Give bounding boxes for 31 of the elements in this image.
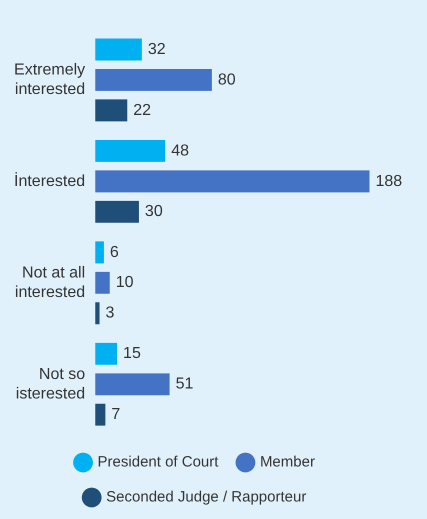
bar bbox=[95, 38, 142, 60]
y-tick-label: İnterested bbox=[14, 172, 86, 190]
data-label: 51 bbox=[176, 376, 194, 393]
bar bbox=[95, 272, 110, 294]
data-label: 32 bbox=[148, 40, 166, 58]
data-label: 10 bbox=[116, 274, 134, 292]
y-tick-label: Not at all interested bbox=[14, 264, 86, 301]
legend-label: Member bbox=[260, 454, 315, 471]
bar bbox=[95, 99, 128, 122]
data-label: 6 bbox=[110, 244, 119, 261]
bar bbox=[95, 404, 106, 426]
data-label: 22 bbox=[133, 102, 152, 119]
bar bbox=[95, 200, 139, 223]
data-label: 30 bbox=[144, 203, 163, 220]
bar bbox=[95, 241, 104, 264]
y-tick-label: Extremely interested bbox=[14, 62, 86, 98]
legend-label: Seconded Judge / Rapporteur bbox=[106, 488, 306, 506]
data-label: 15 bbox=[123, 345, 141, 362]
bar bbox=[95, 342, 118, 365]
bar bbox=[95, 140, 166, 162]
bar bbox=[95, 170, 370, 192]
bar bbox=[95, 68, 212, 91]
data-label: 3 bbox=[106, 304, 115, 322]
data-label: 80 bbox=[218, 71, 236, 88]
y-tick-label: Not so isterested bbox=[16, 366, 86, 402]
legend-label: President of Court bbox=[98, 454, 220, 471]
data-label: 48 bbox=[171, 142, 190, 160]
data-label: 188 bbox=[375, 172, 402, 190]
bar bbox=[95, 373, 170, 396]
data-label: 7 bbox=[111, 406, 120, 424]
bar bbox=[95, 302, 100, 324]
